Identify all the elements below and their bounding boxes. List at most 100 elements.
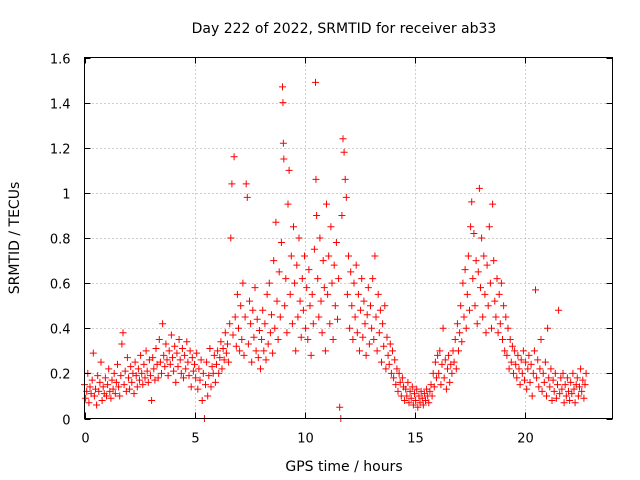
data-point xyxy=(170,367,178,375)
data-point xyxy=(540,378,548,386)
data-point xyxy=(203,358,211,366)
data-point xyxy=(138,369,146,377)
data-point xyxy=(382,365,390,373)
y-tick-label: 1 xyxy=(62,188,70,203)
data-point xyxy=(562,392,570,400)
data-point xyxy=(94,372,102,380)
data-point xyxy=(139,381,147,389)
data-point xyxy=(446,378,454,386)
data-point xyxy=(143,367,151,375)
data-point xyxy=(226,320,234,328)
data-point xyxy=(225,358,233,366)
data-point xyxy=(439,324,447,332)
data-point xyxy=(349,336,357,344)
data-point xyxy=(105,365,113,373)
data-point xyxy=(409,401,417,409)
data-point xyxy=(477,284,484,292)
data-point xyxy=(210,351,218,359)
data-point xyxy=(255,327,263,335)
data-point xyxy=(309,320,317,328)
data-point xyxy=(555,306,563,314)
data-point xyxy=(271,324,279,332)
data-point xyxy=(538,387,546,395)
data-point xyxy=(204,392,212,400)
data-point xyxy=(290,223,297,231)
data-point xyxy=(358,275,366,283)
data-point xyxy=(445,351,453,359)
data-point xyxy=(202,381,209,389)
data-point xyxy=(120,381,128,389)
y-tick-label: 0.4 xyxy=(50,323,71,338)
data-point xyxy=(97,358,105,366)
data-point xyxy=(235,324,242,332)
data-point xyxy=(306,302,314,310)
data-point xyxy=(394,387,402,395)
data-point xyxy=(239,279,247,287)
data-point xyxy=(576,383,583,391)
y-tick-label: 0.6 xyxy=(50,278,71,293)
data-point xyxy=(359,333,367,341)
data-point xyxy=(217,338,225,346)
data-point xyxy=(396,378,404,386)
data-point xyxy=(321,347,329,355)
data-point xyxy=(566,396,574,404)
data-point xyxy=(224,340,231,348)
data-point xyxy=(116,392,124,400)
data-point xyxy=(383,333,391,341)
data-point xyxy=(368,324,376,332)
data-point xyxy=(376,306,384,314)
data-point xyxy=(107,394,115,402)
data-point xyxy=(111,390,119,398)
data-point xyxy=(244,340,252,348)
data-point xyxy=(452,365,460,373)
data-point xyxy=(390,374,398,382)
data-point xyxy=(539,369,547,377)
data-point xyxy=(222,349,230,357)
data-point xyxy=(513,374,521,382)
data-point xyxy=(345,252,352,260)
y-tick-label: 1.2 xyxy=(50,143,71,158)
x-tick-label: 15 xyxy=(407,432,424,447)
data-point xyxy=(395,369,403,377)
data-point xyxy=(372,313,380,321)
data-point xyxy=(314,275,322,283)
data-point xyxy=(356,347,363,355)
data-point xyxy=(560,399,568,407)
data-point xyxy=(282,275,290,283)
data-point xyxy=(98,396,106,404)
data-point xyxy=(230,153,238,161)
data-point xyxy=(475,184,483,192)
data-point xyxy=(220,356,228,364)
data-point xyxy=(444,365,451,373)
data-point xyxy=(481,290,489,298)
data-point xyxy=(296,297,304,305)
data-point xyxy=(480,252,488,260)
data-point xyxy=(472,257,480,265)
data-point xyxy=(295,234,303,242)
data-point xyxy=(99,383,107,391)
data-point xyxy=(499,336,506,344)
data-point xyxy=(517,356,525,364)
data-point xyxy=(408,383,416,391)
data-point xyxy=(341,175,349,183)
data-point xyxy=(441,356,449,364)
data-point xyxy=(158,369,165,377)
data-point xyxy=(413,385,421,393)
data-point xyxy=(130,390,138,398)
data-point xyxy=(470,229,478,237)
data-point xyxy=(532,286,539,294)
data-point xyxy=(159,320,167,328)
data-point xyxy=(134,365,142,373)
data-point xyxy=(338,211,346,219)
data-point xyxy=(379,320,387,328)
data-point xyxy=(128,378,136,386)
data-point xyxy=(385,360,393,368)
data-point xyxy=(297,333,305,341)
data-point xyxy=(515,365,523,373)
data-point xyxy=(183,338,191,346)
data-point xyxy=(285,166,293,174)
data-point xyxy=(301,252,308,260)
data-point xyxy=(310,245,318,253)
data-point xyxy=(186,347,194,355)
data-point xyxy=(579,376,587,384)
